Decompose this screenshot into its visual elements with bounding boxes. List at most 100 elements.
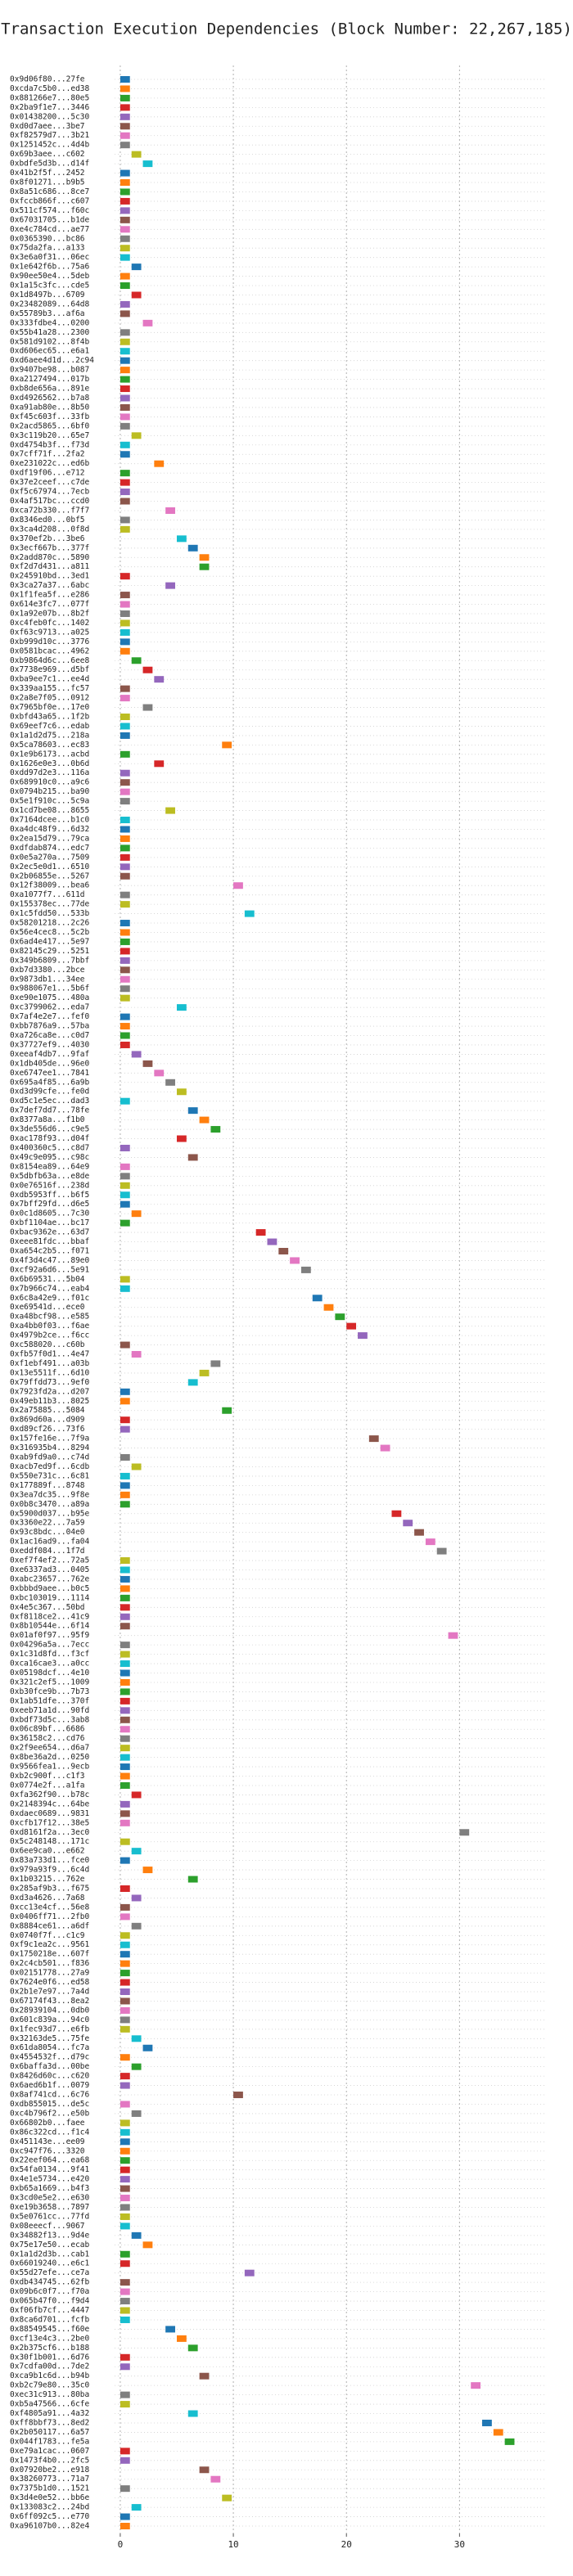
row-label: 0x133083c2...24bd — [10, 2503, 89, 2512]
bar — [120, 1575, 130, 1583]
row-label: 0x2ea15d79...79ca — [10, 834, 89, 843]
row-label: 0x979a93f9...6c4d — [10, 1866, 89, 1875]
bar — [120, 2260, 130, 2268]
row-label: 0xd89cf26...73f6 — [10, 1425, 85, 1434]
bar — [120, 714, 130, 721]
bar — [131, 1791, 142, 1799]
bar — [120, 498, 130, 505]
bar — [120, 2485, 130, 2493]
bar — [142, 160, 153, 168]
row-label: 0x88549545...f60e — [10, 2325, 90, 2334]
bar — [120, 1810, 130, 1817]
bar — [120, 901, 130, 908]
bar — [120, 1678, 130, 1686]
row-label: 0xc588020...c60b — [10, 1340, 85, 1349]
bar — [120, 1988, 130, 1996]
bar — [131, 263, 142, 271]
row-label: 0xf2d7d431...a811 — [10, 562, 90, 571]
bar — [482, 2419, 492, 2426]
bar — [120, 2128, 130, 2136]
bar — [120, 1144, 130, 1151]
row-label: 0xdb855015...de5c — [10, 2100, 89, 2109]
bar — [120, 1913, 130, 1921]
bar — [120, 300, 130, 308]
row-label: 0x3ca4d208...0f8d — [10, 525, 89, 534]
bar — [120, 1219, 130, 1227]
row-label: 0xe231022c...ed6b — [10, 459, 90, 468]
bar — [120, 985, 130, 993]
row-label: 0x1f1fea5f...e286 — [10, 591, 90, 600]
bar — [120, 2101, 130, 2108]
bar — [120, 2213, 130, 2220]
row-label: 0x155378ec...77de — [10, 900, 90, 909]
bar — [176, 2335, 187, 2342]
row-label: 0x8ca6d701...fcfb — [10, 2315, 90, 2324]
row-label: 0x38260773...71a7 — [10, 2475, 89, 2484]
row-label: 0xa96107b0...82e4 — [10, 2522, 90, 2531]
row-label: 0xb7d3380...2bce — [10, 966, 85, 975]
row-label: 0x1a92e07b...8b2f — [10, 609, 89, 618]
row-label: 0x1b03215...762e — [10, 1875, 85, 1884]
bar — [120, 750, 130, 758]
bar — [120, 610, 130, 617]
row-label: 0xdf19f06...e712 — [10, 469, 85, 478]
bar — [120, 226, 130, 233]
row-label: 0x3e6a0f31...06ec — [10, 253, 89, 262]
bar — [120, 104, 130, 111]
row-label: 0xeeb71a1d...90fd — [10, 1706, 89, 1715]
bar — [222, 1407, 232, 1414]
row-label: 0x90ee50e4...5deb — [10, 272, 90, 281]
row-label: 0x8af741cd...6c76 — [10, 2091, 90, 2100]
row-label: 0x1ab51dfe...370f — [10, 1696, 89, 1705]
bar — [120, 1398, 130, 1405]
bar — [222, 2494, 232, 2502]
bar — [120, 723, 130, 730]
bar — [120, 1819, 130, 1826]
row-label: 0x2c4cb501...f836 — [10, 1959, 90, 1968]
row-label: 0x614e3fc7...077f — [10, 600, 89, 609]
row-label: 0xa1077f7...611d — [10, 890, 85, 899]
row-label: 0x2acd5865...6bf0 — [10, 421, 90, 430]
row-label: 0x3cd0e5e2...e630 — [10, 2194, 90, 2203]
bar — [120, 1023, 130, 1030]
bar — [210, 2475, 221, 2483]
bar — [120, 863, 130, 871]
bar — [142, 666, 153, 673]
bar — [120, 1716, 130, 1723]
row-label: 0x2a8e7f05...0912 — [10, 694, 89, 703]
row-label: 0xe69541d...ece0 — [10, 1303, 85, 1312]
bar — [120, 948, 130, 955]
row-label: 0x1a15c3fc...cde5 — [10, 281, 89, 290]
bar — [403, 1520, 413, 1527]
bar — [120, 2082, 130, 2089]
row-label: 0x7375b1d0...1521 — [10, 2484, 90, 2493]
bar — [120, 872, 130, 880]
row-label: 0xf4805a91...4a32 — [10, 2409, 89, 2418]
x-tick-label: 0 — [118, 2539, 124, 2550]
bar — [199, 2466, 210, 2474]
row-label: 0x22eef064...ea68 — [10, 2156, 90, 2165]
row-label: 0x58201218...2c26 — [10, 919, 90, 928]
bar — [120, 1501, 130, 1508]
row-label: 0x05198dcf...4e10 — [10, 1669, 90, 1678]
row-label: 0x7bff29fd...d6e5 — [10, 1200, 89, 1209]
row-label: 0x1db405de...96e0 — [10, 1059, 90, 1068]
bar — [176, 1004, 187, 1011]
bar — [120, 573, 130, 580]
bar — [199, 563, 210, 570]
bar — [300, 1266, 311, 1273]
bar — [165, 1079, 175, 1086]
bar — [154, 760, 165, 768]
bar — [358, 1332, 368, 1340]
row-label: 0x7cff71f...2fa2 — [10, 450, 85, 459]
bar — [120, 1960, 130, 1967]
bar — [120, 123, 130, 130]
row-label: 0x6b69531...5b04 — [10, 1275, 85, 1284]
row-label: 0x0774e2f...a1fa — [10, 1781, 85, 1790]
row-label: 0x3ca27a37...6abc — [10, 581, 89, 590]
bar — [120, 975, 130, 983]
row-label: 0x2b1e7e97...7a4d — [10, 1988, 89, 1997]
row-label: 0x13e5511f...6d10 — [10, 1368, 90, 1377]
row-label: 0xb999d10c...3776 — [10, 637, 90, 646]
